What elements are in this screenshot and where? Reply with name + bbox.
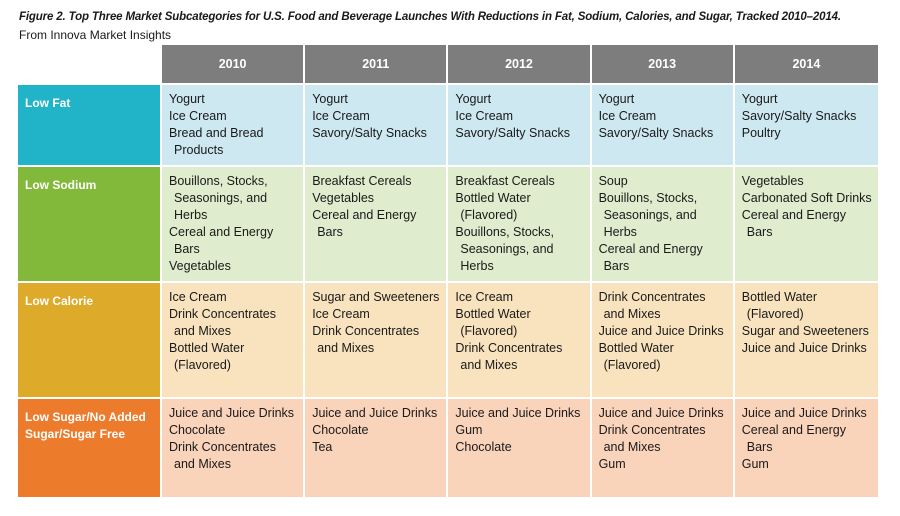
- subcategory-item: Cereal and Energy Bars: [169, 225, 274, 256]
- row-low-sodium: Low Sodium Bouillons, Stocks, Seasonings…: [18, 167, 878, 283]
- subcategory-item: Savory/Salty Snacks: [455, 126, 571, 140]
- subcategory-item: Vegetables: [312, 191, 375, 205]
- subcategory-item: Yogurt: [455, 92, 492, 106]
- subcategory-item: Carbonated Soft Drinks: [741, 191, 872, 205]
- subcategory-item: Juice and Juice Drinks: [741, 341, 867, 355]
- cell-low-fat-2014: Yogurt Savory/Salty Snacks Poultry: [734, 85, 878, 167]
- subcategory-item: Yogurt: [312, 92, 348, 106]
- cell-low-calorie-2010: Ice Cream Drink Concentrates and Mixes Bot…: [162, 283, 306, 399]
- subcategory-item: Savory/Salty Snacks: [741, 109, 857, 123]
- cell-low-calorie-2012: Ice Cream Bottled Water (Flavored) Drink C…: [448, 283, 592, 399]
- subcategory-item: Chocolate: [455, 440, 512, 454]
- subcategory-item: Gum: [598, 457, 626, 471]
- subcategory-item: Gum: [741, 457, 769, 471]
- row-label-low-fat: Low Fat: [18, 85, 162, 167]
- subcategory-item: Drink Concentrates and Mixes: [598, 423, 706, 454]
- cell-low-sodium-2013: Soup Bouillons, Stocks, Seasonings, and H…: [591, 167, 735, 283]
- subcategory-item: Yogurt: [741, 92, 778, 106]
- cell-low-calorie-2014: Bottled Water (Flavored) Sugar and Sweete…: [734, 283, 878, 399]
- cell-low-sugar-2012: Juice and Juice Drinks Gum Chocolate: [448, 399, 592, 499]
- subcategory-item: Bottled Water (Flavored): [455, 307, 531, 338]
- year-header-2012: 2012: [448, 45, 592, 85]
- subcategory-item: Drink Concentrates and Mixes: [169, 440, 276, 471]
- subcategory-item: Bouillons, Stocks, Seasonings, and Herbs: [598, 191, 698, 239]
- year-header-2011: 2011: [305, 45, 449, 85]
- subcategory-item: Gum: [455, 423, 483, 437]
- corner-cell: [18, 45, 162, 85]
- subcategory-item: Juice and Juice Drinks: [312, 406, 438, 420]
- subcategory-item: Juice and Juice Drinks: [169, 406, 295, 420]
- subcategory-item: Chocolate: [312, 423, 369, 437]
- subcategory-item: Tea: [312, 440, 333, 454]
- subcategory-item: Ice Cream: [312, 109, 370, 123]
- subcategory-item: Juice and Juice Drinks: [598, 406, 724, 420]
- subcategory-item: Juice and Juice Drinks: [455, 406, 581, 420]
- cell-low-calorie-2013: Drink Concentrates and Mixes Juice and Ju…: [591, 283, 735, 399]
- subcategory-item: Drink Concentrates and Mixes: [455, 341, 563, 372]
- subcategory-table: 2010 2011 2012 2013 2014 Low Fat Yogurt I…: [18, 45, 878, 499]
- subcategory-item: Bottled Water (Flavored): [598, 341, 674, 372]
- subcategory-item: Bouillons, Stocks, Seasonings, and Herbs: [169, 174, 268, 222]
- cell-low-sugar-2014: Juice and Juice Drinks Cereal and Energy …: [734, 399, 878, 499]
- year-header-2014: 2014: [734, 45, 878, 85]
- year-header-2013: 2013: [591, 45, 735, 85]
- cell-low-sugar-2013: Juice and Juice Drinks Drink Concentrates…: [591, 399, 735, 499]
- row-low-sugar: Low Sugar/No Added Sugar/Sugar Free Juic…: [18, 399, 878, 499]
- cell-low-calorie-2011: Sugar and Sweeteners Ice Cream Drink Conce…: [305, 283, 449, 399]
- subcategory-item: Ice Cream: [598, 109, 657, 123]
- cell-low-sugar-2010: Juice and Juice Drinks Chocolate Drink Con…: [162, 399, 306, 499]
- cell-low-fat-2011: Yogurt Ice Cream Savory/Salty Snacks: [305, 85, 449, 167]
- cell-low-sugar-2011: Juice and Juice Drinks Chocolate Tea: [305, 399, 449, 499]
- cell-low-fat-2013: Yogurt Ice Cream Savory/Salty Snacks: [591, 85, 735, 167]
- subcategory-item: Drink Concentrates and Mixes: [598, 290, 706, 321]
- row-low-calorie: Low Calorie Ice Cream Drink Concentrates …: [18, 283, 878, 399]
- cell-low-sodium-2011: Breakfast Cereals Vegetables Cereal and En…: [305, 167, 449, 283]
- subcategory-item: Bottled Water (Flavored): [455, 191, 531, 222]
- subcategory-item: Cereal and Energy Bars: [312, 208, 417, 239]
- subcategory-item: Soup: [598, 174, 628, 188]
- subcategory-item: Cereal and Energy Bars: [741, 423, 846, 454]
- subcategory-item: Cereal and Energy Bars: [741, 208, 846, 239]
- cell-low-sodium-2012: Breakfast Cereals Bottled Water (Flavored…: [448, 167, 592, 283]
- subcategory-item: Ice Cream: [169, 109, 227, 123]
- figure-title: Figure 2. Top Three Market Subcategories…: [19, 11, 841, 23]
- subcategory-item: Sugar and Sweeteners: [741, 324, 869, 338]
- row-label-low-calorie: Low Calorie: [18, 283, 162, 399]
- year-header-2010: 2010: [162, 45, 306, 85]
- subcategory-item: Bottled Water (Flavored): [741, 290, 818, 321]
- subcategory-item: Ice Cream: [169, 290, 227, 304]
- row-label-low-sodium: Low Sodium: [18, 167, 162, 283]
- subcategory-item: Bottled Water (Flavored): [169, 341, 245, 372]
- subcategory-item: Sugar and Sweeteners: [312, 290, 440, 304]
- subcategory-item: Drink Concentrates and Mixes: [169, 307, 276, 338]
- subcategory-item: Savory/Salty Snacks: [598, 126, 714, 140]
- subcategory-item: Bread and Bread Products: [169, 126, 264, 157]
- subcategory-item: Vegetables: [169, 259, 231, 273]
- subcategory-item: Poultry: [741, 126, 781, 140]
- subcategory-item: Vegetables: [741, 174, 804, 188]
- row-label-low-sugar: Low Sugar/No Added Sugar/Sugar Free: [18, 399, 162, 499]
- cell-low-sodium-2010: Bouillons, Stocks, Seasonings, and Herbs…: [162, 167, 306, 283]
- subcategory-item: Chocolate: [169, 423, 226, 437]
- subcategory-item: Cereal and Energy Bars: [598, 242, 703, 273]
- subcategory-item: Juice and Juice Drinks: [598, 324, 724, 338]
- subcategory-item: Breakfast Cereals: [312, 174, 412, 188]
- subcategory-item: Yogurt: [598, 92, 635, 106]
- subcategory-item: Yogurt: [169, 92, 205, 106]
- figure-source: From Innova Market Insights: [19, 28, 172, 42]
- subcategory-item: Ice Cream: [455, 290, 514, 304]
- table-body: Low Fat Yogurt Ice Cream Bread and Bread P…: [18, 85, 878, 499]
- row-low-fat: Low Fat Yogurt Ice Cream Bread and Bread P…: [18, 85, 878, 167]
- subcategory-item: Ice Cream: [312, 307, 370, 321]
- year-header-row: 2010 2011 2012 2013 2014: [18, 45, 878, 85]
- subcategory-item: Juice and Juice Drinks: [741, 406, 867, 420]
- cell-low-sodium-2014: Vegetables Carbonated Soft Drinks Cereal a…: [734, 167, 878, 283]
- cell-low-fat-2010: Yogurt Ice Cream Bread and Bread Products: [162, 85, 306, 167]
- subcategory-item: Savory/Salty Snacks: [312, 126, 427, 140]
- subcategory-item: Breakfast Cereals: [455, 174, 555, 188]
- subcategory-item: Drink Concentrates and Mixes: [312, 324, 420, 355]
- cell-low-fat-2012: Yogurt Ice Cream Savory/Salty Snacks: [448, 85, 592, 167]
- subcategory-item: Bouillons, Stocks, Seasonings, and Herbs: [455, 225, 555, 273]
- subcategory-item: Ice Cream: [455, 109, 514, 123]
